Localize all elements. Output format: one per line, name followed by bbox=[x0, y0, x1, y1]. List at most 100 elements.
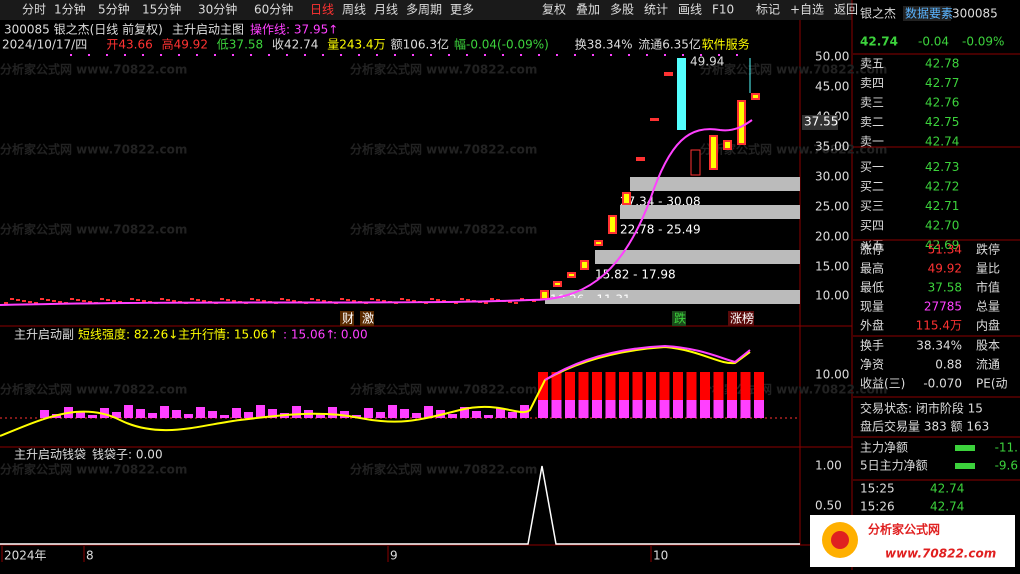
dot bbox=[196, 54, 198, 56]
stat-label: 换手 bbox=[860, 339, 884, 353]
period-tab[interactable]: 1分钟 bbox=[54, 2, 86, 17]
period-tab[interactable]: 日线 bbox=[310, 3, 334, 17]
candle bbox=[76, 299, 80, 301]
y-tick-label: 25.00 bbox=[815, 200, 849, 214]
period-tab[interactable]: 分时 bbox=[22, 3, 46, 17]
stat-value: 38.34% bbox=[916, 339, 962, 353]
hist-bar bbox=[740, 400, 751, 418]
quote-info: 收42.74 bbox=[272, 38, 318, 52]
hist-bar bbox=[196, 407, 205, 418]
hist-bar bbox=[686, 400, 697, 418]
hist-bar bbox=[727, 400, 737, 418]
candle bbox=[40, 298, 44, 300]
stat-label: 流通 bbox=[976, 358, 1000, 372]
flow-value: -11. bbox=[995, 441, 1018, 455]
watermark: 分析家公式网 www.70822.com bbox=[350, 62, 537, 77]
quote-info: 低37.58 bbox=[217, 38, 263, 52]
quote-info: 量243.4万 bbox=[327, 38, 385, 52]
tool-button[interactable]: +自选 bbox=[790, 3, 824, 17]
tool-button[interactable]: F10 bbox=[712, 3, 734, 17]
book-price: 42.77 bbox=[925, 76, 959, 90]
dot bbox=[250, 54, 252, 56]
period-tab[interactable]: 60分钟 bbox=[254, 2, 293, 17]
hist-bar bbox=[605, 400, 616, 418]
candle bbox=[82, 300, 86, 302]
period-tab[interactable]: 周线 bbox=[342, 3, 366, 17]
hist-bar bbox=[124, 405, 133, 418]
tool-button[interactable]: 标记 bbox=[756, 3, 780, 17]
dot bbox=[142, 54, 144, 56]
book-label: 买一 bbox=[860, 160, 884, 174]
stock-tag: 数据要素 bbox=[905, 6, 953, 21]
stat-label: 市值 bbox=[976, 280, 1000, 295]
hist-bar bbox=[592, 372, 602, 400]
tag-box bbox=[360, 311, 374, 326]
hist-bar bbox=[605, 372, 616, 400]
tool-button[interactable]: 返回 bbox=[834, 3, 858, 17]
candle-body bbox=[739, 102, 744, 143]
candle bbox=[256, 299, 260, 301]
hist-bar bbox=[686, 372, 697, 400]
tool-button[interactable]: 多股 bbox=[610, 3, 634, 17]
indicator-value: 主升行情: 15.06↑ bbox=[178, 328, 278, 342]
trend-line bbox=[544, 344, 751, 381]
stat-value: 115.4万 bbox=[916, 319, 962, 333]
hist-bar bbox=[496, 408, 505, 418]
toolbar bbox=[0, 0, 852, 20]
candle bbox=[226, 299, 230, 301]
watermark: 分析家公式网 www.70822.com bbox=[350, 142, 537, 157]
watermark: 分析家公式网 www.70822.com bbox=[0, 142, 187, 157]
tag-box bbox=[728, 311, 754, 326]
book-price: 42.69 bbox=[925, 238, 959, 252]
period-tab[interactable]: 多周期 bbox=[406, 3, 442, 17]
hist-bar bbox=[472, 411, 481, 418]
period-tab[interactable]: 5分钟 bbox=[98, 2, 130, 17]
hist-bar bbox=[754, 372, 764, 400]
candle bbox=[650, 118, 659, 121]
indicator-value: 钱袋子: 0.00 bbox=[92, 447, 163, 462]
dot bbox=[448, 54, 450, 56]
tag-box bbox=[903, 6, 951, 21]
trade-price: 42.74 bbox=[930, 482, 964, 496]
candle-body bbox=[610, 217, 615, 232]
period-tab[interactable]: 15分钟 bbox=[142, 2, 181, 17]
ma-line bbox=[0, 119, 753, 306]
candle bbox=[250, 298, 254, 300]
dot bbox=[358, 54, 360, 56]
book-label: 卖三 bbox=[860, 96, 884, 110]
period-tab[interactable]: 更多 bbox=[450, 3, 474, 17]
x-tick-label: 10 bbox=[653, 549, 668, 563]
hist-bar bbox=[646, 400, 656, 418]
period-tab[interactable]: 30分钟 bbox=[198, 2, 237, 17]
period-tab[interactable]: 月线 bbox=[374, 3, 398, 17]
watermark: 分析家公式网 www.70822.com bbox=[0, 222, 187, 237]
hist-bar bbox=[632, 372, 643, 400]
candle bbox=[412, 300, 416, 302]
candle bbox=[100, 298, 104, 300]
dot bbox=[70, 54, 72, 56]
candle bbox=[166, 299, 170, 301]
candle bbox=[202, 300, 206, 302]
quote-info: 幅-0.04(-0.09%) bbox=[454, 37, 549, 52]
hist-bar bbox=[619, 372, 629, 400]
tool-button[interactable]: 画线 bbox=[678, 3, 702, 17]
panel-title: 主升启动副 bbox=[14, 328, 74, 342]
dot bbox=[394, 54, 396, 56]
quote-info: 流通6.35亿 bbox=[638, 37, 701, 52]
zone-label: 15.82 - 17.98 bbox=[595, 268, 676, 282]
tool-button[interactable]: 复权 bbox=[542, 3, 566, 17]
hist-bar bbox=[700, 372, 710, 400]
stat-label: 内盘 bbox=[976, 318, 1000, 333]
tool-button[interactable]: 叠加 bbox=[576, 3, 600, 17]
tool-button[interactable]: 统计 bbox=[644, 3, 668, 17]
book-label: 卖四 bbox=[860, 76, 884, 90]
book-label: 卖五 bbox=[860, 57, 884, 71]
hist-bar bbox=[551, 400, 562, 418]
indicator-value: 短线强度: 82.26↓ bbox=[78, 327, 178, 342]
dot bbox=[484, 54, 486, 56]
candle bbox=[52, 300, 56, 302]
candle bbox=[190, 298, 194, 300]
dot bbox=[322, 54, 324, 56]
quote-info: 开43.66 bbox=[106, 38, 152, 52]
